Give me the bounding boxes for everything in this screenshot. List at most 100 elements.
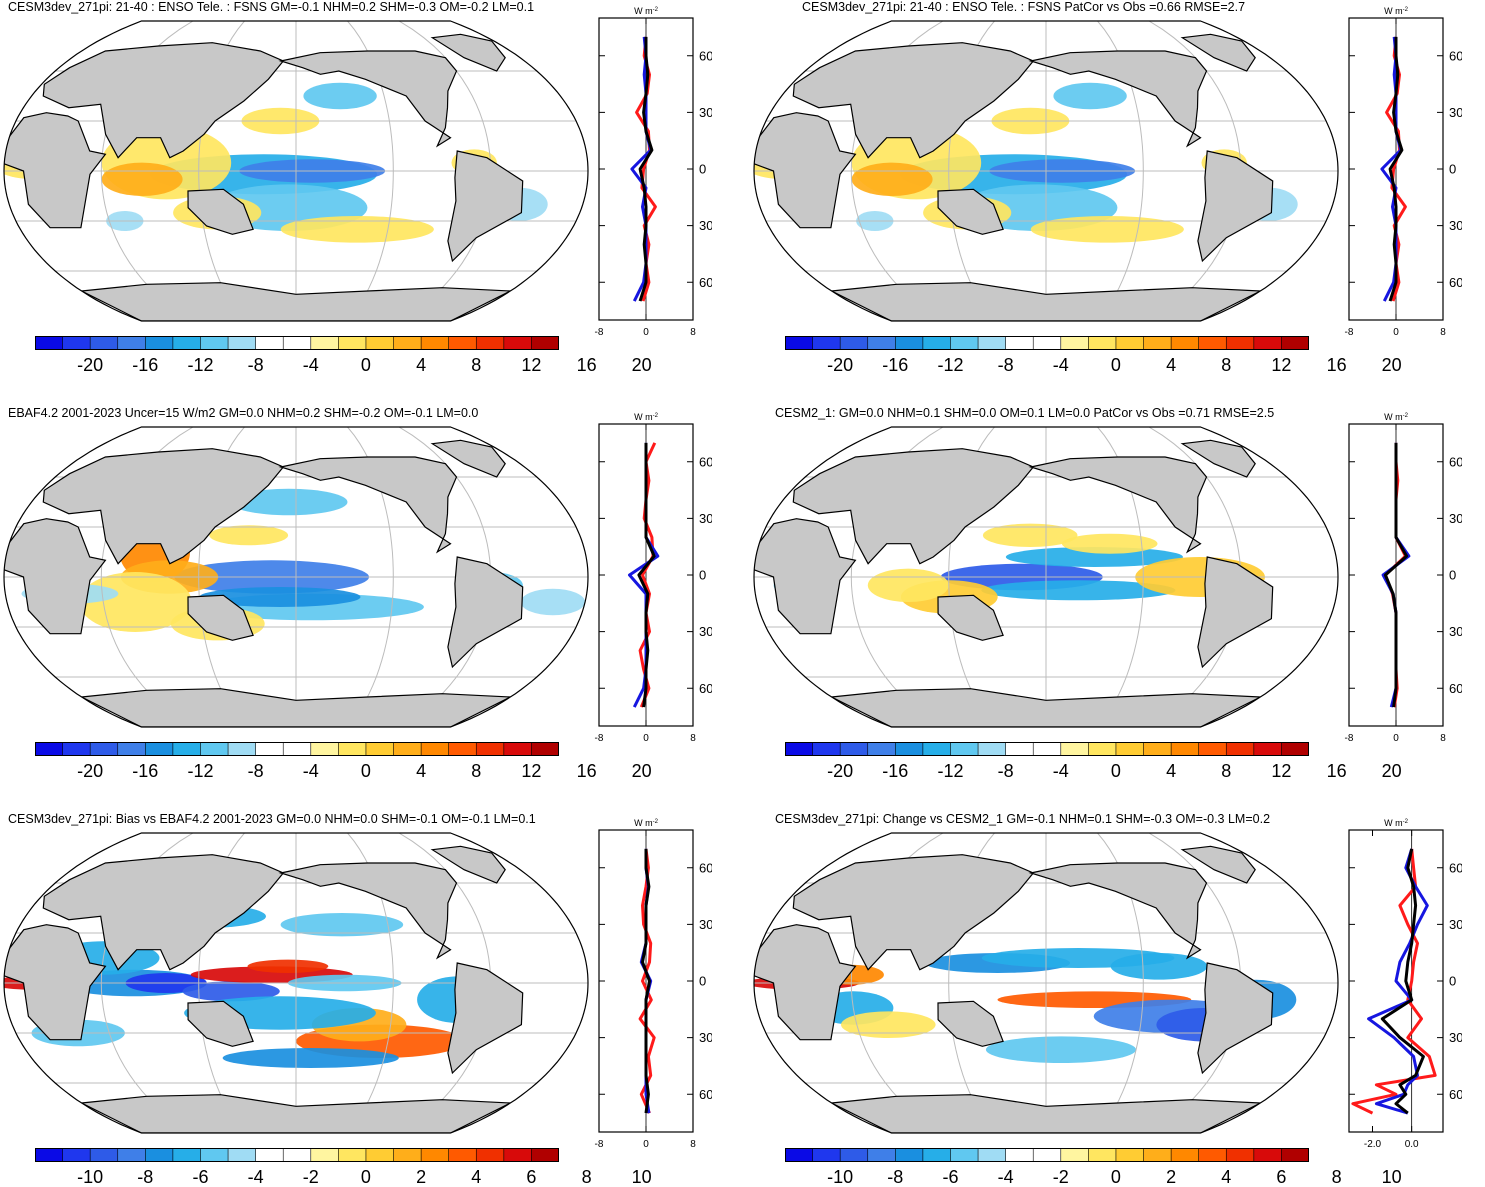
- colorbar-swatch: [200, 1148, 229, 1162]
- colorbar-swatch: [1198, 336, 1227, 350]
- zonal-mean-plot: 60N 30N 0 30S 60S -2.0 0.0 W m-2: [1348, 818, 1462, 1150]
- colorbar-label: -12: [937, 355, 964, 375]
- colorbar-swatch: [475, 336, 505, 350]
- colorbar-swatch: [145, 336, 174, 350]
- colorbar-swatch: [1060, 336, 1089, 350]
- colorbar: [35, 742, 559, 756]
- colorbar-swatch: [145, 1148, 174, 1162]
- colorbar-swatch: [310, 336, 339, 350]
- colorbar-swatch: [393, 1148, 422, 1162]
- continent-africa: [4, 518, 107, 635]
- continent-australia: [187, 1000, 254, 1047]
- zonal-line-red: [1351, 848, 1437, 1115]
- colorbar-swatch: [531, 336, 559, 350]
- colorbar-swatch: [867, 336, 896, 350]
- colorbar-label: 0: [1110, 1167, 1121, 1187]
- colorbar-swatch: [1225, 336, 1255, 350]
- colorbar-swatch: [895, 1148, 924, 1162]
- colorbar-swatch: [420, 336, 450, 350]
- colorbar-swatch: [839, 742, 869, 756]
- lat-label: 30N: [699, 105, 712, 120]
- anomaly-region: [229, 488, 348, 516]
- global-map: [3, 20, 589, 322]
- anomaly-region: [209, 525, 289, 546]
- colorbar: [785, 742, 1309, 756]
- colorbar-label: 12: [1271, 761, 1292, 781]
- zonal-line-black: [641, 848, 651, 1114]
- colorbar-swatch: [1170, 336, 1200, 350]
- global-map: [753, 426, 1339, 728]
- zonal-x-label: 8: [690, 327, 696, 338]
- colorbar-label: -8: [997, 355, 1014, 375]
- zonal-unit-label: W m-2: [634, 6, 658, 16]
- colorbar-swatch: [1143, 742, 1172, 756]
- colorbar-frame: [785, 336, 1309, 350]
- colorbar: [35, 1148, 559, 1162]
- map-border: [753, 832, 1339, 1134]
- colorbar-label: 8: [1221, 761, 1232, 781]
- zonal-x-label: 0.0: [1405, 1139, 1419, 1150]
- colorbar-swatch: [448, 336, 477, 350]
- colorbar-swatch: [1088, 742, 1117, 756]
- colorbar-swatch: [172, 742, 202, 756]
- colorbar-swatch: [200, 742, 229, 756]
- colorbar-swatch: [503, 336, 533, 350]
- colorbar-label: -20: [77, 355, 104, 375]
- colorbar-swatch: [1115, 336, 1145, 350]
- colorbar-label: -16: [132, 761, 159, 781]
- zonal-unit-exp: -2: [1403, 819, 1409, 825]
- colorbar-swatch: [1060, 1148, 1089, 1162]
- colorbar-swatch: [89, 742, 119, 756]
- colorbar-swatch: [1198, 742, 1227, 756]
- colorbar-swatch: [310, 742, 339, 756]
- colorbar-label: -8: [997, 761, 1014, 781]
- anomaly-region: [199, 587, 361, 607]
- zonal-unit-exp: -2: [653, 413, 659, 419]
- colorbar-swatch: [1253, 742, 1283, 756]
- colorbar-swatch: [393, 742, 422, 756]
- zonal-mean-plot: 60N 30N 0 30S 60S -8 0 8 W m-2: [1345, 412, 1462, 744]
- map-border: [753, 426, 1339, 728]
- colorbar-label: -4: [247, 1167, 264, 1187]
- continent-antarctica: [79, 1094, 513, 1133]
- colorbar-swatch: [1005, 1148, 1034, 1162]
- panel-title: CESM3dev_271pi: 21-40 : ENSO Tele. : FSN…: [8, 0, 535, 14]
- colorbar-label: 10: [1381, 1167, 1402, 1187]
- colorbar-label: -20: [827, 355, 854, 375]
- colorbar-swatch: [227, 742, 257, 756]
- colorbar-label: 8: [581, 1167, 592, 1187]
- zonal-mean-plot: 60N 30N 0 30S 60S -8 0 8 W m-2: [595, 818, 712, 1150]
- colorbar-swatch: [867, 742, 896, 756]
- colorbar-label: 16: [576, 355, 597, 375]
- zonal-line-black: [1388, 36, 1404, 302]
- zonal-x-label: 0: [643, 1139, 649, 1150]
- colorbar-swatch: [922, 336, 952, 350]
- continent-eurasia: [42, 42, 285, 159]
- colorbar-swatch: [785, 1148, 814, 1162]
- map-border: [3, 426, 589, 728]
- colorbar-label: 8: [471, 355, 482, 375]
- colorbar-swatch: [867, 1148, 896, 1162]
- lat-label: 60N: [1449, 860, 1462, 875]
- colorbar-label: 6: [1276, 1167, 1287, 1187]
- colorbar-label: 4: [1221, 1167, 1232, 1187]
- anomaly-region: [280, 913, 404, 937]
- colorbar-swatch: [1170, 1148, 1200, 1162]
- lat-label: 30S: [1449, 218, 1462, 233]
- lat-label: 0: [699, 162, 706, 177]
- continent-south-america: [447, 556, 524, 669]
- continent-south-america: [1197, 962, 1274, 1075]
- panel-change: CESM3dev_271pi: Change vs CESM2_1 GM=-0.…: [750, 812, 1485, 1187]
- panel-bias: CESM3dev_271pi: Bias vs EBAF4.2 2001-202…: [0, 812, 742, 1187]
- panel-model-enso: CESM3dev_271pi: 21-40 : ENSO Tele. : FSN…: [0, 0, 742, 380]
- continent-antarctica: [829, 282, 1263, 321]
- colorbar-label: 0: [360, 1167, 371, 1187]
- colorbar-swatch: [227, 336, 257, 350]
- zonal-line-black: [637, 442, 656, 708]
- lat-label: 0: [1449, 568, 1456, 583]
- colorbar-swatch: [1198, 1148, 1227, 1162]
- anomaly-region: [222, 1048, 399, 1068]
- colorbar-swatch: [1032, 742, 1062, 756]
- zonal-unit-base: W m: [1384, 818, 1403, 828]
- colorbar-frame: [785, 742, 1309, 756]
